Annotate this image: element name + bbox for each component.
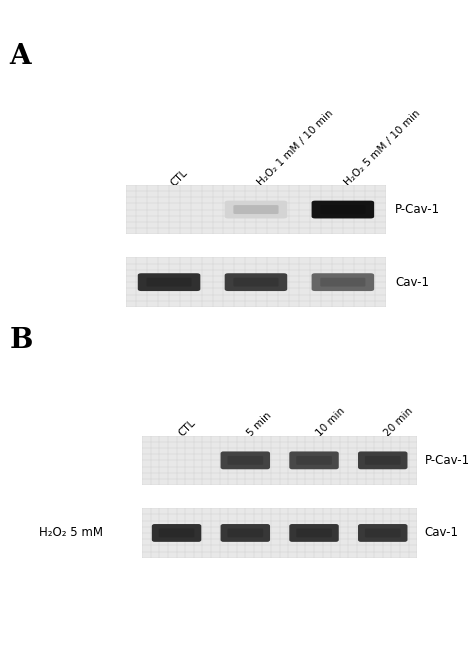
FancyBboxPatch shape: [233, 205, 279, 214]
FancyBboxPatch shape: [289, 524, 339, 542]
FancyBboxPatch shape: [228, 456, 263, 465]
FancyBboxPatch shape: [159, 529, 194, 537]
FancyBboxPatch shape: [296, 529, 332, 537]
Text: CTL: CTL: [169, 168, 190, 188]
FancyBboxPatch shape: [225, 273, 287, 291]
Text: 10 min: 10 min: [314, 407, 346, 439]
FancyBboxPatch shape: [228, 529, 263, 537]
Text: A: A: [9, 43, 31, 70]
Text: Cav-1: Cav-1: [395, 276, 429, 288]
FancyBboxPatch shape: [365, 529, 401, 537]
Text: B: B: [9, 327, 33, 354]
FancyBboxPatch shape: [358, 451, 408, 469]
FancyBboxPatch shape: [146, 278, 191, 286]
Text: H₂O₂ 5 mM / 10 min: H₂O₂ 5 mM / 10 min: [343, 108, 422, 188]
FancyBboxPatch shape: [320, 205, 365, 214]
Text: P-Cav-1: P-Cav-1: [395, 203, 440, 216]
FancyBboxPatch shape: [358, 524, 408, 542]
FancyBboxPatch shape: [296, 456, 332, 465]
Text: 5 min: 5 min: [245, 411, 273, 439]
Text: 20 min: 20 min: [383, 407, 415, 439]
FancyBboxPatch shape: [289, 451, 339, 469]
Text: P-Cav-1: P-Cav-1: [424, 454, 470, 467]
FancyBboxPatch shape: [320, 278, 365, 286]
FancyBboxPatch shape: [233, 278, 279, 286]
FancyBboxPatch shape: [220, 524, 270, 542]
FancyBboxPatch shape: [365, 456, 401, 465]
Text: H₂O₂ 1 mM / 10 min: H₂O₂ 1 mM / 10 min: [256, 108, 336, 188]
Text: H₂O₂ 5 mM: H₂O₂ 5 mM: [39, 527, 103, 539]
FancyBboxPatch shape: [225, 201, 287, 218]
FancyBboxPatch shape: [311, 273, 374, 291]
Text: Cav-1: Cav-1: [424, 527, 458, 539]
Text: CTL: CTL: [176, 418, 197, 439]
FancyBboxPatch shape: [152, 524, 201, 542]
FancyBboxPatch shape: [220, 451, 270, 469]
FancyBboxPatch shape: [138, 273, 201, 291]
FancyBboxPatch shape: [311, 201, 374, 218]
